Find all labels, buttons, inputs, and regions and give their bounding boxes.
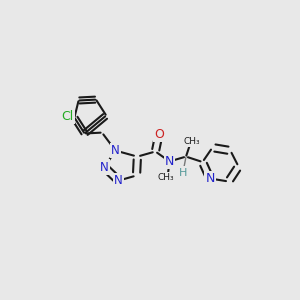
Text: CH₃: CH₃ (183, 137, 200, 146)
Text: N: N (205, 172, 215, 185)
Text: N: N (100, 160, 109, 174)
Text: Cl: Cl (61, 110, 74, 123)
Text: N: N (114, 174, 123, 187)
Text: N: N (165, 155, 174, 168)
Text: H: H (179, 167, 187, 178)
Text: O: O (154, 128, 164, 141)
Text: CH₃: CH₃ (158, 172, 174, 182)
Text: N: N (111, 144, 120, 157)
